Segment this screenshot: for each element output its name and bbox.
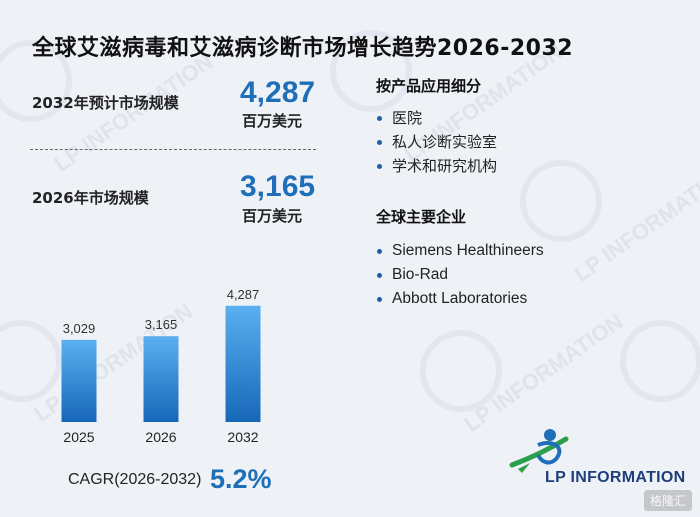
segments-list: 医院 私人诊断实验室 学术和研究机构 [376, 106, 497, 178]
section-divider [30, 149, 316, 150]
list-item: 学术和研究机构 [376, 154, 497, 178]
current-label: 2026年市场规模 [32, 189, 149, 207]
companies-heading: 全球主要企业 [376, 208, 467, 226]
x-tick-label: 2026 [145, 429, 176, 445]
bar-value-label: 3,165 [145, 317, 178, 332]
watermark-text: LP INFORMATION [49, 48, 218, 177]
forecast-label: 2032年预计市场规模 [32, 94, 179, 112]
x-tick-label: 2025 [63, 429, 94, 445]
current-value: 3,165 [240, 170, 316, 203]
logo-text: LP INFORMATION [545, 469, 686, 486]
forecast-value: 4,287 [240, 76, 316, 109]
cagr-label: CAGR(2026-2032) [68, 471, 202, 488]
x-tick-label: 2032 [227, 429, 258, 445]
list-item: 医院 [376, 106, 497, 130]
forecast-unit: 百万美元 [242, 112, 303, 130]
watermark-logo-mark [620, 320, 700, 402]
source-badge: 格隆汇 [643, 490, 692, 511]
cagr-value: 5.2% [210, 464, 272, 494]
watermark-logo-mark [520, 160, 602, 242]
watermark-logo-mark [420, 330, 502, 412]
companies-list: Siemens Healthineers Bio-Rad Abbott Labo… [376, 239, 544, 311]
segments-heading: 按产品应用细分 [376, 77, 482, 95]
bar-value-label: 3,029 [63, 321, 96, 336]
bar-2032 [225, 305, 261, 422]
page-title: 全球艾滋病毒和艾滋病诊断市场增长趋势2026-2032 [32, 36, 574, 61]
bar-2026 [143, 336, 179, 422]
list-item: Siemens Healthineers [376, 239, 544, 263]
list-item: Abbott Laboratories [376, 287, 544, 311]
bar-2025 [61, 339, 97, 422]
list-item: 私人诊断实验室 [376, 130, 497, 154]
current-unit: 百万美元 [242, 207, 303, 225]
watermark-text: LP INFORMATION [459, 308, 628, 437]
watermark-text: LP INFORMATION [569, 158, 700, 287]
bar-chart: 3,029 2025 3,165 2026 4,287 2032 [61, 287, 261, 445]
bar-value-label: 4,287 [227, 287, 260, 302]
list-item: Bio-Rad [376, 263, 544, 287]
lp-information-logo [509, 429, 569, 473]
